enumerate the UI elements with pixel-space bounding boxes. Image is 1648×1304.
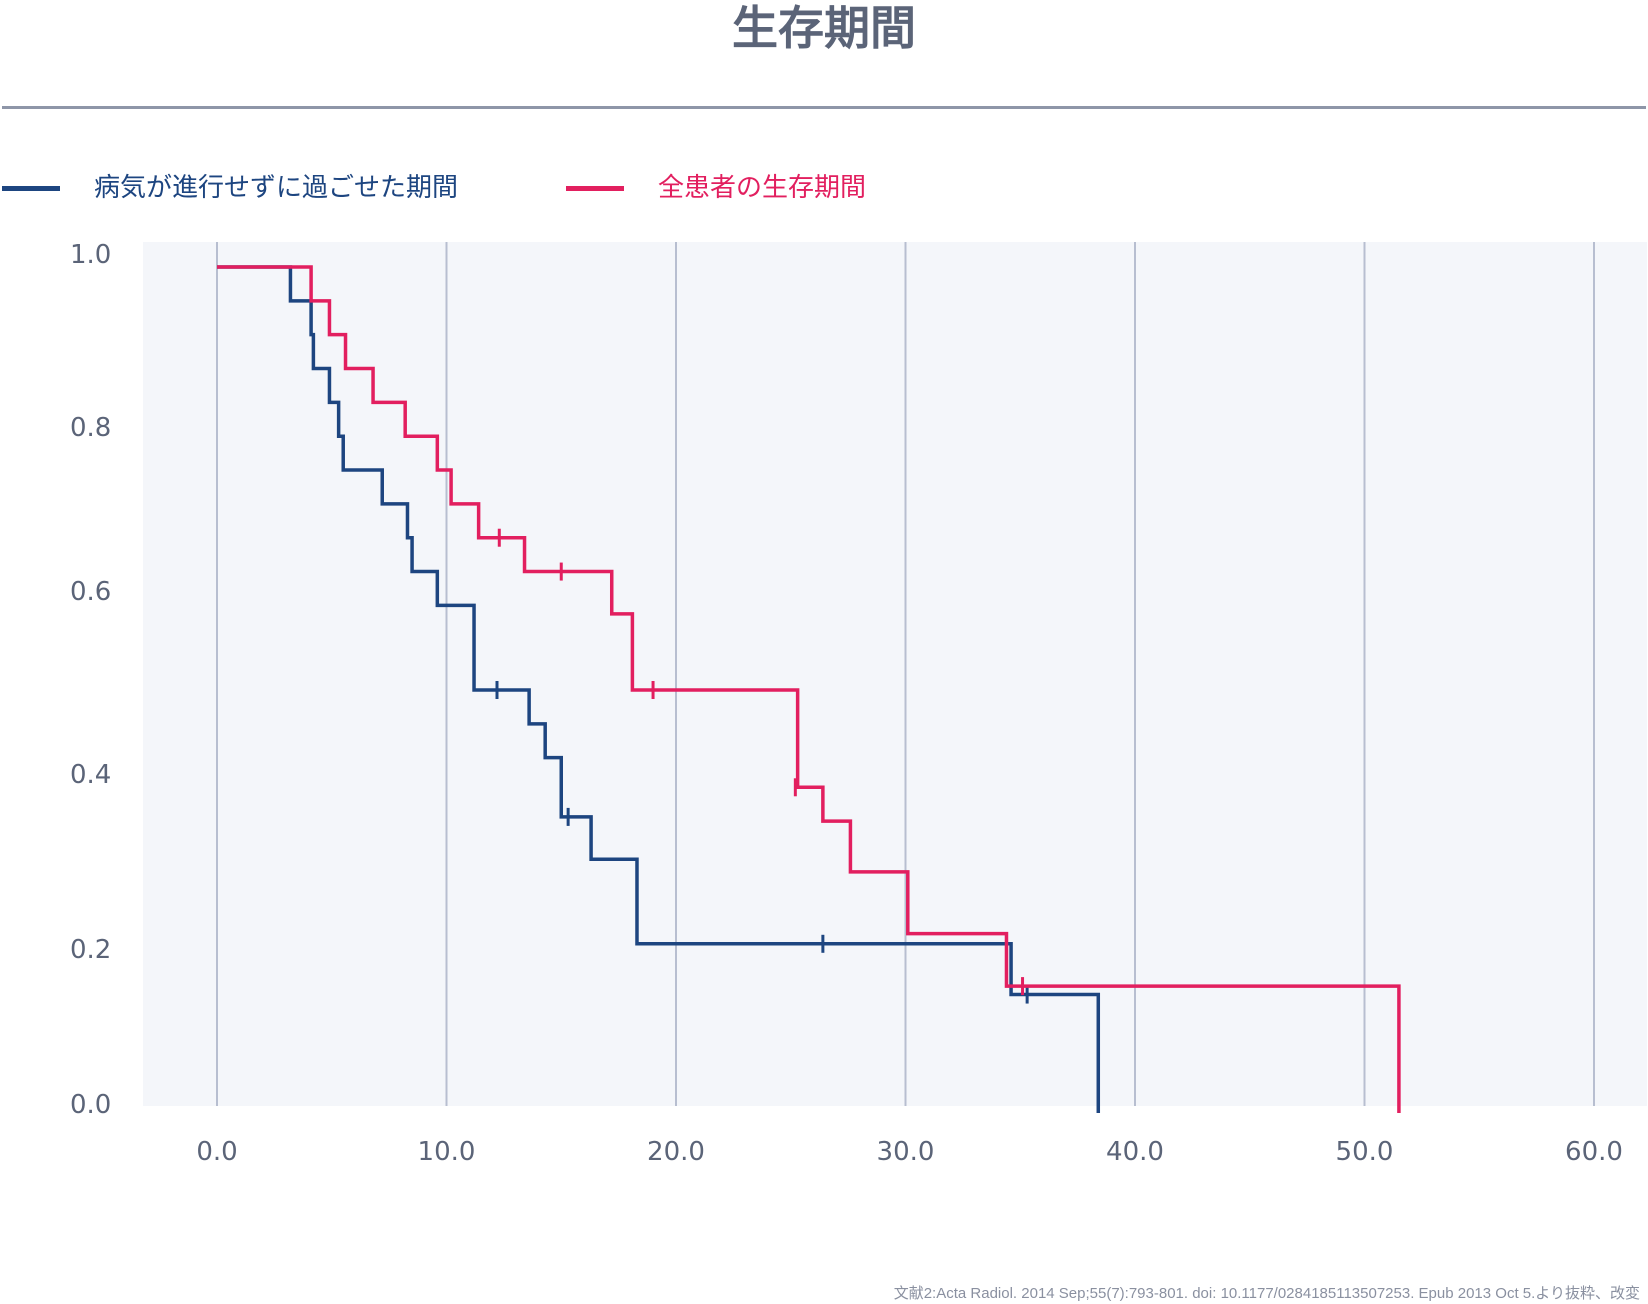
legend-swatch-pfs <box>2 185 60 191</box>
legend-label-pfs: 病気が進行せずに過ごせた期間 <box>94 173 459 203</box>
title-divider <box>2 106 1646 109</box>
source-note: 文献2:Acta Radiol. 2014 Sep;55(7):793-801.… <box>893 1285 1640 1302</box>
legend-item-pfs: 病気が進行せずに過ごせた期間 <box>2 170 458 206</box>
y-tick-label-3: 0.4 <box>70 760 111 790</box>
x-tick-label-0: 0.0 <box>196 1137 237 1167</box>
y-tick-label-0: 1.0 <box>70 240 111 270</box>
x-tick-label-5: 50.0 <box>1336 1137 1394 1167</box>
x-tick-label-4: 40.0 <box>1106 1137 1164 1167</box>
x-tick-label-3: 30.0 <box>877 1137 935 1167</box>
legend-swatch-os <box>566 185 624 191</box>
legend-item-os: 全患者の生存期間 <box>566 170 866 206</box>
chart-title: 生存期間 <box>732 1 916 55</box>
series-line-1 <box>217 265 1401 1113</box>
y-tick-label-4: 0.2 <box>70 935 111 965</box>
y-tick-label-2: 0.6 <box>70 577 111 607</box>
series-line-0 <box>217 265 1101 1113</box>
legend-label-os: 全患者の生存期間 <box>658 173 867 203</box>
x-tick-label-2: 20.0 <box>647 1137 705 1167</box>
y-tick-label-5: 0.0 <box>70 1090 111 1120</box>
plot-area <box>143 242 1647 1106</box>
x-tick-label-1: 10.0 <box>418 1137 476 1167</box>
x-tick-label-6: 60.0 <box>1565 1137 1623 1167</box>
y-tick-label-1: 0.8 <box>70 413 111 443</box>
